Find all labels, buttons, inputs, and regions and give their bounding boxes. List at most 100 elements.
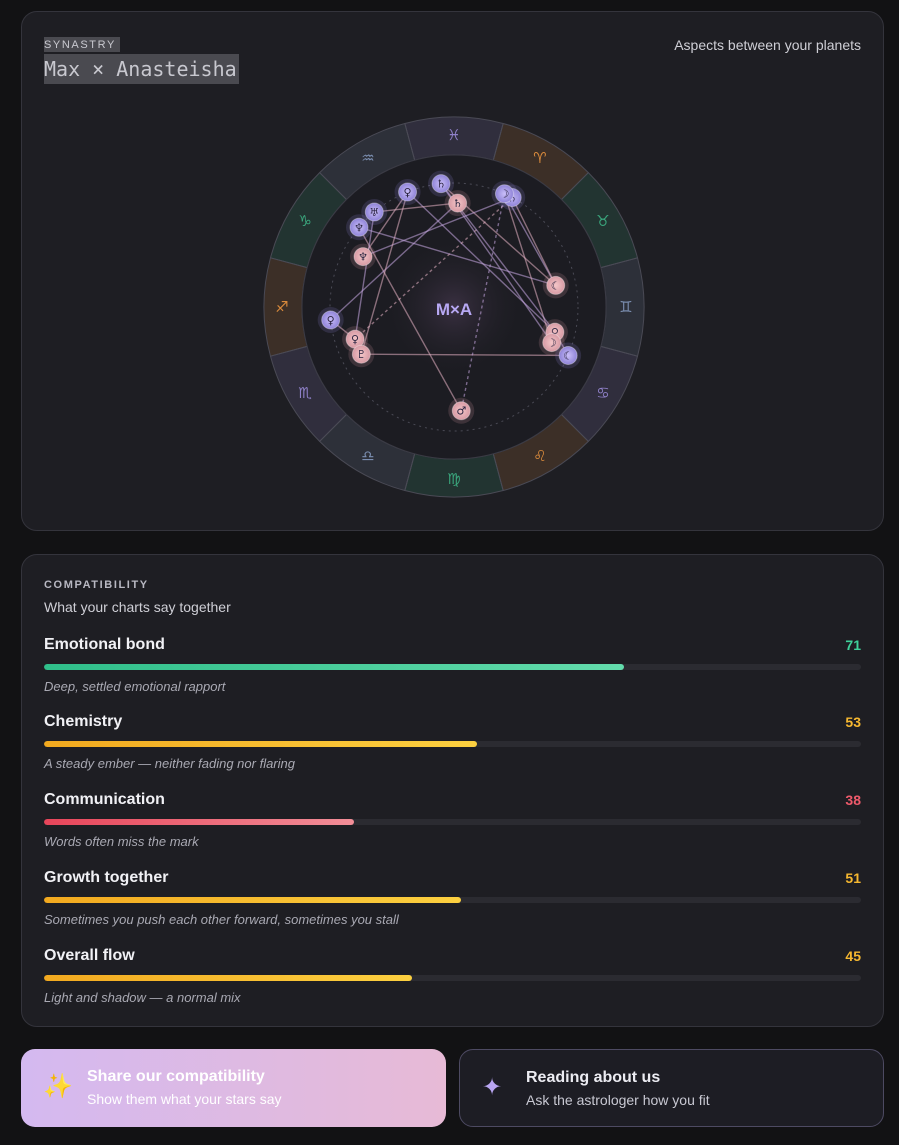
metric-fill xyxy=(44,897,461,903)
planet-glyph-icon: ☽︎ xyxy=(547,337,557,350)
aspect-line xyxy=(511,197,557,286)
planet-max[interactable]: ♅︎ xyxy=(361,199,388,226)
aspect-line xyxy=(361,353,569,357)
reading-title: Reading about us xyxy=(526,1069,661,1086)
planets: ♀︎♄︎♅︎♆︎♀︎☾︎♄︎☽︎♄︎♆︎☾︎♀︎☽︎♂︎♀︎♇︎ xyxy=(317,170,582,424)
planet-max[interactable]: ☾︎ xyxy=(555,342,582,369)
metric-chemistry: Chemistry 53 A steady ember — neither fa… xyxy=(44,713,861,783)
planet-glyph-icon: ♀︎ xyxy=(327,314,335,327)
planet-glyph-icon: ♆︎ xyxy=(354,221,364,234)
share-compatibility-button[interactable]: ✨ Share our compatibility Show them what… xyxy=(21,1049,446,1127)
metric-track xyxy=(44,664,861,670)
metric-fill xyxy=(44,664,625,670)
planet-anasteisha[interactable]: ☾︎ xyxy=(542,272,569,299)
metric-growth-together: Growth together 51 Sometimes you push ea… xyxy=(44,869,861,939)
aspect-line xyxy=(460,193,506,411)
pisces-icon: ♓︎ xyxy=(447,126,460,144)
synastry-card: SYNASTRY Max × Anasteisha Aspects betwee… xyxy=(21,11,884,531)
planet-max[interactable]: ♄︎ xyxy=(428,170,455,197)
compatibility-subtitle: What your charts say together xyxy=(44,599,231,615)
planet-glyph-icon: ☾︎ xyxy=(551,279,561,292)
libra-icon: ♎︎ xyxy=(361,447,374,465)
pair-title: Max × Anasteisha xyxy=(44,54,239,84)
center-label: M×A xyxy=(436,300,472,319)
metric-value: 71 xyxy=(845,637,861,653)
cancer-icon: ♋︎ xyxy=(596,384,609,402)
metric-emotional-bond: Emotional bond 71 Deep, settled emotiona… xyxy=(44,636,861,706)
planet-glyph-icon: ♀︎ xyxy=(404,186,412,199)
metric-label: Overall flow xyxy=(44,947,135,964)
metric-value: 38 xyxy=(845,792,861,808)
metric-description: Words often miss the mark xyxy=(44,834,199,849)
metric-description: A steady ember — neither fading nor flar… xyxy=(44,756,295,771)
planet-glyph-icon: ♆︎ xyxy=(358,251,368,264)
leo-icon: ♌︎ xyxy=(533,447,546,465)
planet-max[interactable]: ♀︎ xyxy=(317,306,344,333)
synastry-eyebrow: SYNASTRY xyxy=(44,37,120,52)
compatibility-eyebrow: COMPATIBILITY xyxy=(44,579,149,591)
metric-description: Deep, settled emotional rapport xyxy=(44,679,226,694)
metric-fill xyxy=(44,819,355,825)
planet-glyph-icon: ♇︎ xyxy=(356,348,366,361)
planet-anasteisha[interactable]: ♆︎ xyxy=(350,243,377,270)
reading-subtitle: Ask the astrologer how you fit xyxy=(526,1092,710,1108)
taurus-icon: ♉︎ xyxy=(596,212,609,230)
orbit-ring xyxy=(329,182,579,432)
share-title: Share our compatibility xyxy=(87,1068,265,1085)
planet-glyph-icon: ☾︎ xyxy=(563,349,573,362)
aspect-line xyxy=(330,202,459,321)
sparkle-icon: ✦ xyxy=(482,1074,503,1101)
metric-label: Communication xyxy=(44,791,165,808)
metric-value: 45 xyxy=(845,948,861,964)
aspects-caption: Aspects between your planets xyxy=(674,37,861,53)
metric-description: Sometimes you push each other forward, s… xyxy=(44,912,399,927)
metric-overall-flow: Overall flow 45 Light and shadow — a nor… xyxy=(44,947,861,1017)
metric-label: Emotional bond xyxy=(44,636,165,653)
reading-about-us-button[interactable]: ✦ Reading about us Ask the astrologer ho… xyxy=(459,1049,884,1127)
metric-track xyxy=(44,897,861,903)
planet-glyph-icon: ☽︎ xyxy=(499,188,509,201)
aspect-line xyxy=(354,211,375,340)
planet-anasteisha[interactable]: ♂︎ xyxy=(448,397,475,424)
planet-anasteisha[interactable]: ♇︎ xyxy=(348,341,375,368)
metric-track xyxy=(44,741,861,747)
metric-fill xyxy=(44,741,477,747)
capricorn-icon: ♑︎ xyxy=(298,212,311,230)
planet-anasteisha[interactable]: ♄︎ xyxy=(444,190,471,217)
metric-communication: Communication 38 Words often miss the ma… xyxy=(44,791,861,861)
synastry-wheel[interactable]: ♈︎ ♉︎ ♊︎ ♋︎ ♌︎ ♍︎ ♎︎ ♏︎ ♐︎ ♑︎ ♒︎ ♓︎ ♀︎ ♄︎ ♅︎ ♆︎ ♀︎ ☾︎ ♄︎ ☽… xyxy=(262,115,646,499)
planet-glyph-icon: ♀︎ xyxy=(351,333,359,346)
planet-glyph-icon: ♄︎ xyxy=(436,178,446,191)
planet-glyph-icon: ♂︎ xyxy=(456,405,466,418)
planet-anasteisha[interactable]: ☽︎ xyxy=(538,329,565,356)
compatibility-card: COMPATIBILITY What your charts say toget… xyxy=(21,554,884,1027)
aspect-line xyxy=(360,191,409,355)
planet-glyph-icon: ♄︎ xyxy=(453,197,463,210)
metric-label: Growth together xyxy=(44,869,169,886)
aspect-line xyxy=(407,191,556,333)
aspect-line xyxy=(503,193,557,286)
planet-max[interactable]: ☽︎ xyxy=(491,180,518,207)
aspect-line xyxy=(358,226,462,412)
gemini-icon: ♊︎ xyxy=(619,298,632,316)
metric-label: Chemistry xyxy=(44,713,123,730)
sagittarius-icon: ♐︎ xyxy=(275,298,288,316)
aries-icon: ♈︎ xyxy=(533,149,546,167)
planet-max[interactable]: ♆︎ xyxy=(346,214,373,241)
aspect-line xyxy=(354,196,513,340)
aspect-line xyxy=(362,191,409,257)
planet-glyph-icon: ♀︎ xyxy=(551,326,559,339)
aspect-line xyxy=(358,226,556,287)
scorpio-icon: ♏︎ xyxy=(298,384,312,402)
planet-max[interactable]: ♀︎ xyxy=(394,179,421,206)
metric-fill xyxy=(44,975,412,981)
metric-value: 53 xyxy=(845,714,861,730)
planet-glyph-icon: ♅︎ xyxy=(369,206,379,219)
zodiac-ring: ♈︎ ♉︎ ♊︎ ♋︎ ♌︎ ♍︎ ♎︎ ♏︎ ♐︎ ♑︎ ♒︎ ♓︎ xyxy=(263,116,645,498)
virgo-icon: ♍︎ xyxy=(447,470,460,488)
metric-description: Light and shadow — a normal mix xyxy=(44,990,241,1005)
aspect-line xyxy=(374,202,458,213)
metric-track xyxy=(44,975,861,981)
aspect-line xyxy=(362,196,513,258)
share-subtitle: Show them what your stars say xyxy=(87,1091,282,1107)
